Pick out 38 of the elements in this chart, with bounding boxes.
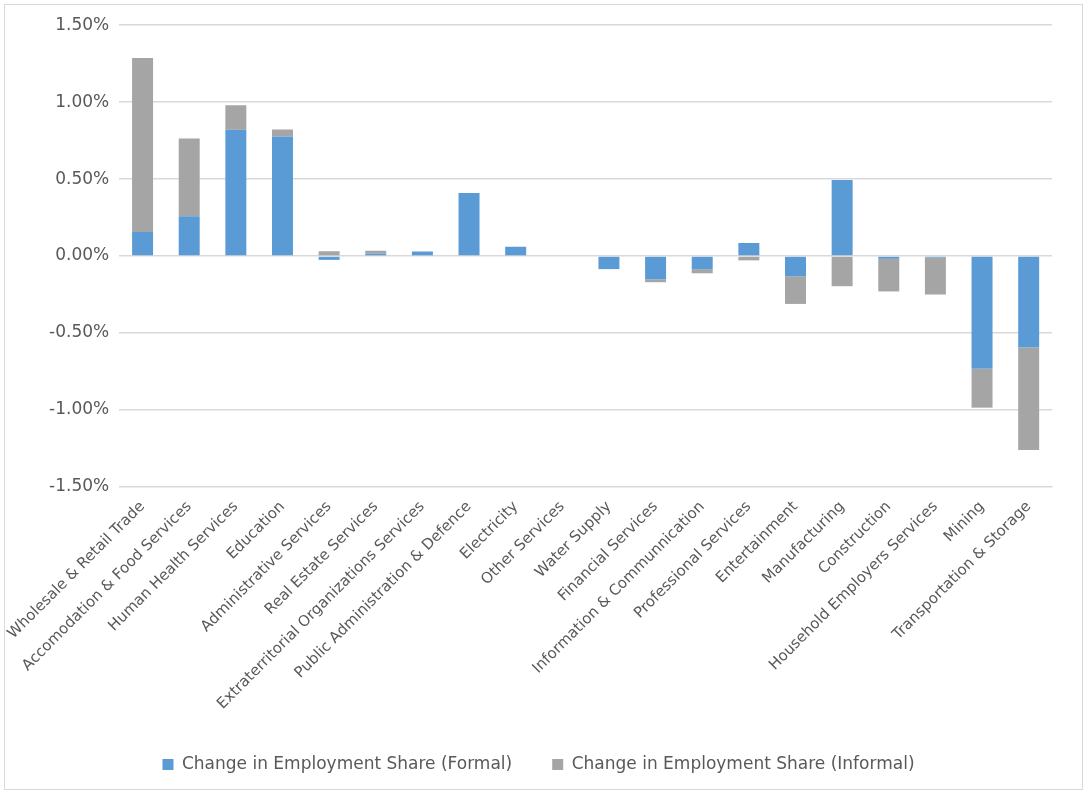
bar [645,256,667,280]
bar [971,368,993,408]
bar [1018,256,1040,348]
bar [598,256,620,270]
bar [831,256,853,287]
bar [878,258,900,292]
bar [411,251,433,256]
y-tick-label: 1.00% [55,90,110,111]
bar [785,276,806,304]
bar [645,279,667,283]
bar [458,192,480,256]
y-tick-label: 0.50% [55,167,110,188]
bar [178,138,200,217]
y-tick-label: 1.50% [55,13,110,34]
bar [1018,347,1040,450]
bar [318,256,340,260]
bar [831,180,853,256]
y-tick-label: -0.50% [49,321,110,342]
bar [691,269,713,274]
bar [924,257,946,295]
bar [271,136,293,256]
bar [971,256,993,369]
bar [505,246,527,256]
bar [318,251,340,256]
legend-label: Change in Employment Share (Formal) [181,752,513,773]
bar [178,216,200,256]
bar [132,57,154,232]
bar [225,129,247,256]
bar [691,256,713,270]
legend-label: Change in Employment Share (Informal) [571,752,915,773]
bar [738,243,760,256]
bar [132,231,154,256]
y-tick-label: -1.00% [49,398,110,419]
y-tick-label: -1.50% [49,475,110,496]
bar [785,256,806,277]
y-tick-label: 0.00% [55,244,110,265]
bar [225,105,247,130]
bar [878,256,900,259]
